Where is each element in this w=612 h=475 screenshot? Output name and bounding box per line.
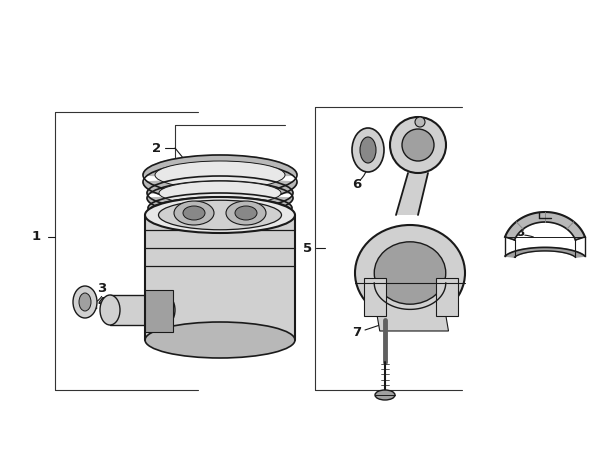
Ellipse shape: [183, 206, 205, 220]
Ellipse shape: [355, 225, 465, 321]
Polygon shape: [505, 212, 585, 240]
Circle shape: [415, 117, 425, 127]
Ellipse shape: [375, 242, 446, 304]
Text: 4: 4: [97, 295, 106, 308]
Ellipse shape: [159, 181, 281, 205]
Ellipse shape: [375, 390, 395, 400]
Text: 6: 6: [352, 179, 361, 191]
Text: 8: 8: [515, 227, 524, 239]
Text: 2: 2: [152, 142, 161, 154]
Polygon shape: [147, 176, 293, 215]
Ellipse shape: [100, 295, 120, 325]
Bar: [145, 290, 173, 332]
Polygon shape: [110, 295, 165, 325]
Polygon shape: [371, 283, 449, 331]
Bar: [364, 278, 386, 316]
Polygon shape: [148, 193, 292, 227]
Ellipse shape: [360, 137, 376, 163]
Polygon shape: [396, 173, 428, 215]
Ellipse shape: [73, 286, 97, 318]
Ellipse shape: [79, 293, 91, 311]
Ellipse shape: [155, 161, 285, 189]
Text: 3: 3: [97, 282, 106, 294]
Polygon shape: [505, 247, 585, 257]
Ellipse shape: [226, 201, 266, 225]
Text: 7: 7: [352, 325, 361, 339]
Bar: [436, 278, 458, 316]
Circle shape: [390, 117, 446, 173]
Ellipse shape: [145, 197, 295, 233]
Ellipse shape: [160, 198, 280, 218]
Circle shape: [402, 129, 434, 161]
Polygon shape: [145, 215, 295, 340]
Ellipse shape: [174, 201, 214, 225]
Polygon shape: [143, 155, 297, 202]
Ellipse shape: [235, 206, 257, 220]
Ellipse shape: [155, 295, 175, 325]
Text: 1: 1: [32, 230, 41, 244]
Ellipse shape: [145, 322, 295, 358]
Ellipse shape: [159, 200, 282, 230]
Ellipse shape: [352, 128, 384, 172]
Text: 5: 5: [303, 241, 312, 255]
